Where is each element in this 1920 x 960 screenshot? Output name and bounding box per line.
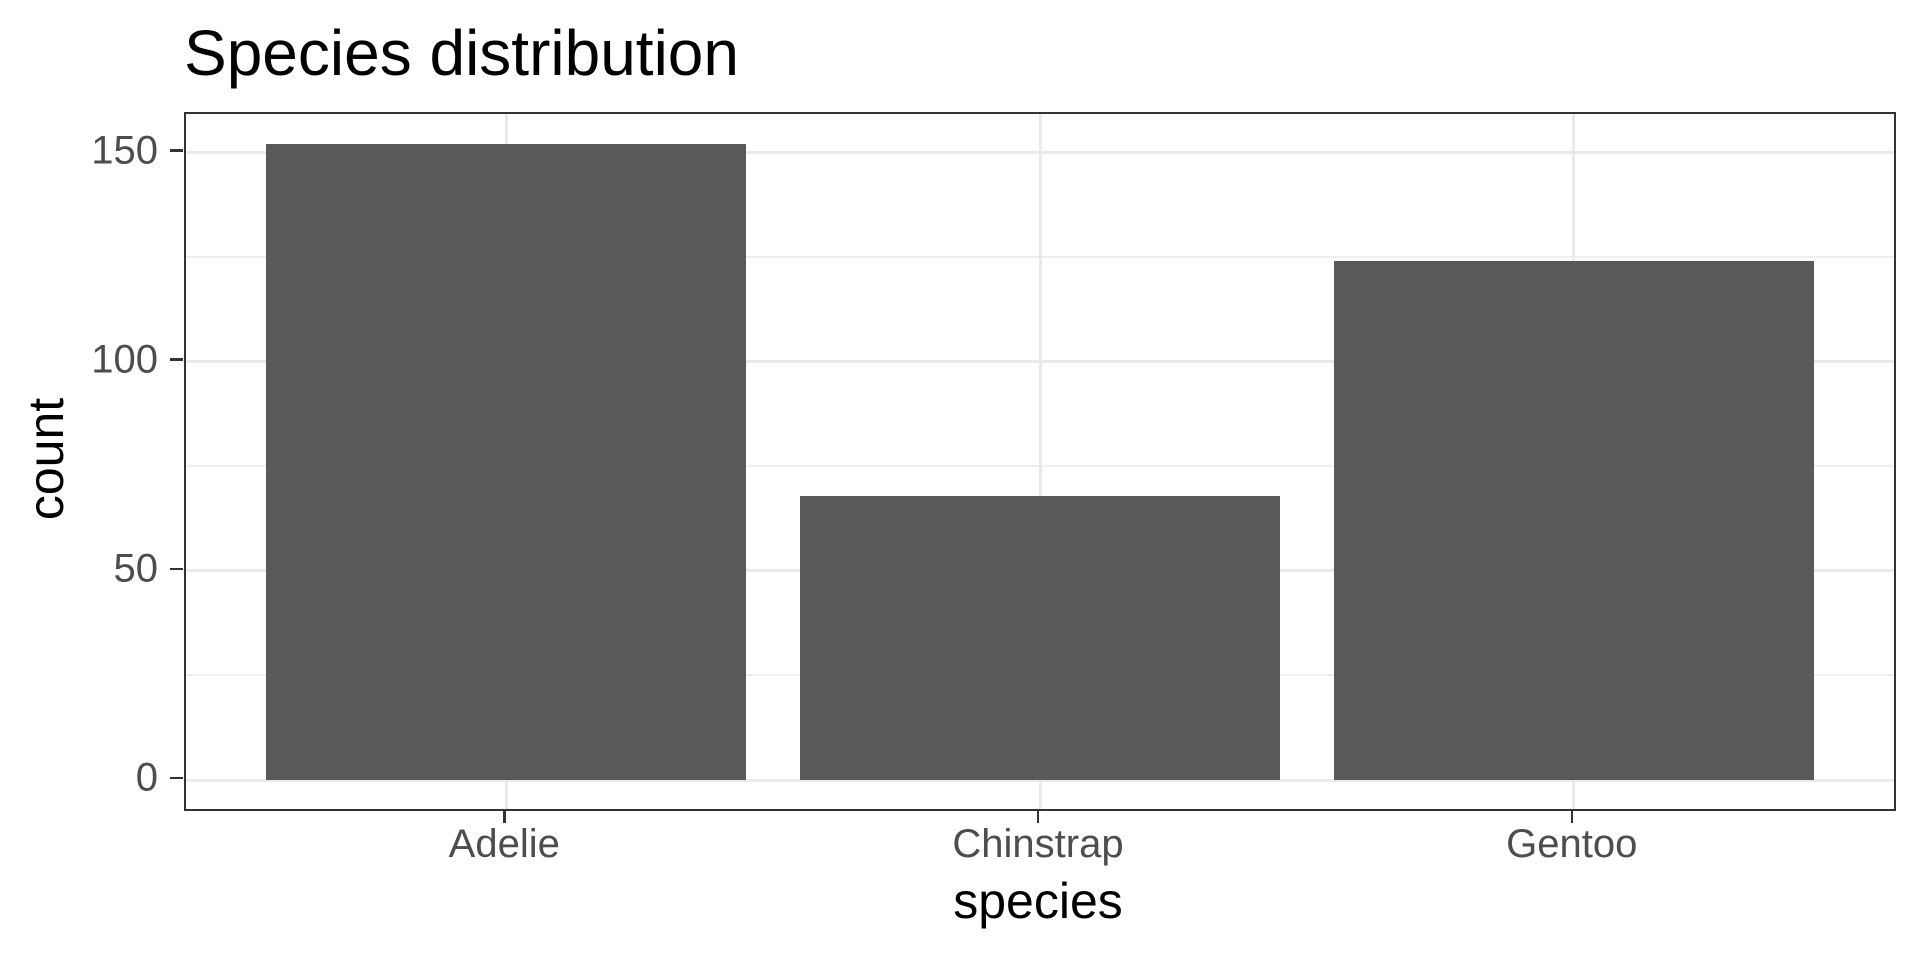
y-tick-mark-100: [170, 358, 183, 361]
x-tick-label-gentoo: Gentoo: [1506, 822, 1638, 866]
y-tick-label-0: 0: [135, 755, 158, 800]
y-tick-label-150: 150: [91, 128, 158, 172]
plot-panel: [184, 112, 1896, 811]
y-tick-mark-0: [170, 776, 183, 780]
y-axis-title: count: [18, 397, 74, 521]
x-axis-title: species: [953, 873, 1123, 929]
major-gridline-x-chinstrap: [1038, 114, 1042, 809]
y-tick-mark-50: [170, 567, 183, 571]
x-tick-mark-gentoo: [1570, 809, 1573, 823]
x-tick-mark-adelie: [503, 809, 506, 823]
x-tick-mark-chinstrap: [1036, 809, 1040, 823]
bar-gentoo: [1333, 261, 1814, 780]
bar-chinstrap: [799, 495, 1281, 780]
plot-title: Species distribution: [184, 17, 739, 89]
y-tick-label-100: 100: [91, 337, 158, 382]
x-tick-label-adelie: Adelie: [448, 822, 560, 866]
x-tick-label-chinstrap: Chinstrap: [952, 822, 1124, 866]
bar-adelie: [266, 144, 747, 780]
y-tick-label-50: 50: [113, 546, 159, 591]
y-tick-mark-150: [170, 149, 183, 152]
